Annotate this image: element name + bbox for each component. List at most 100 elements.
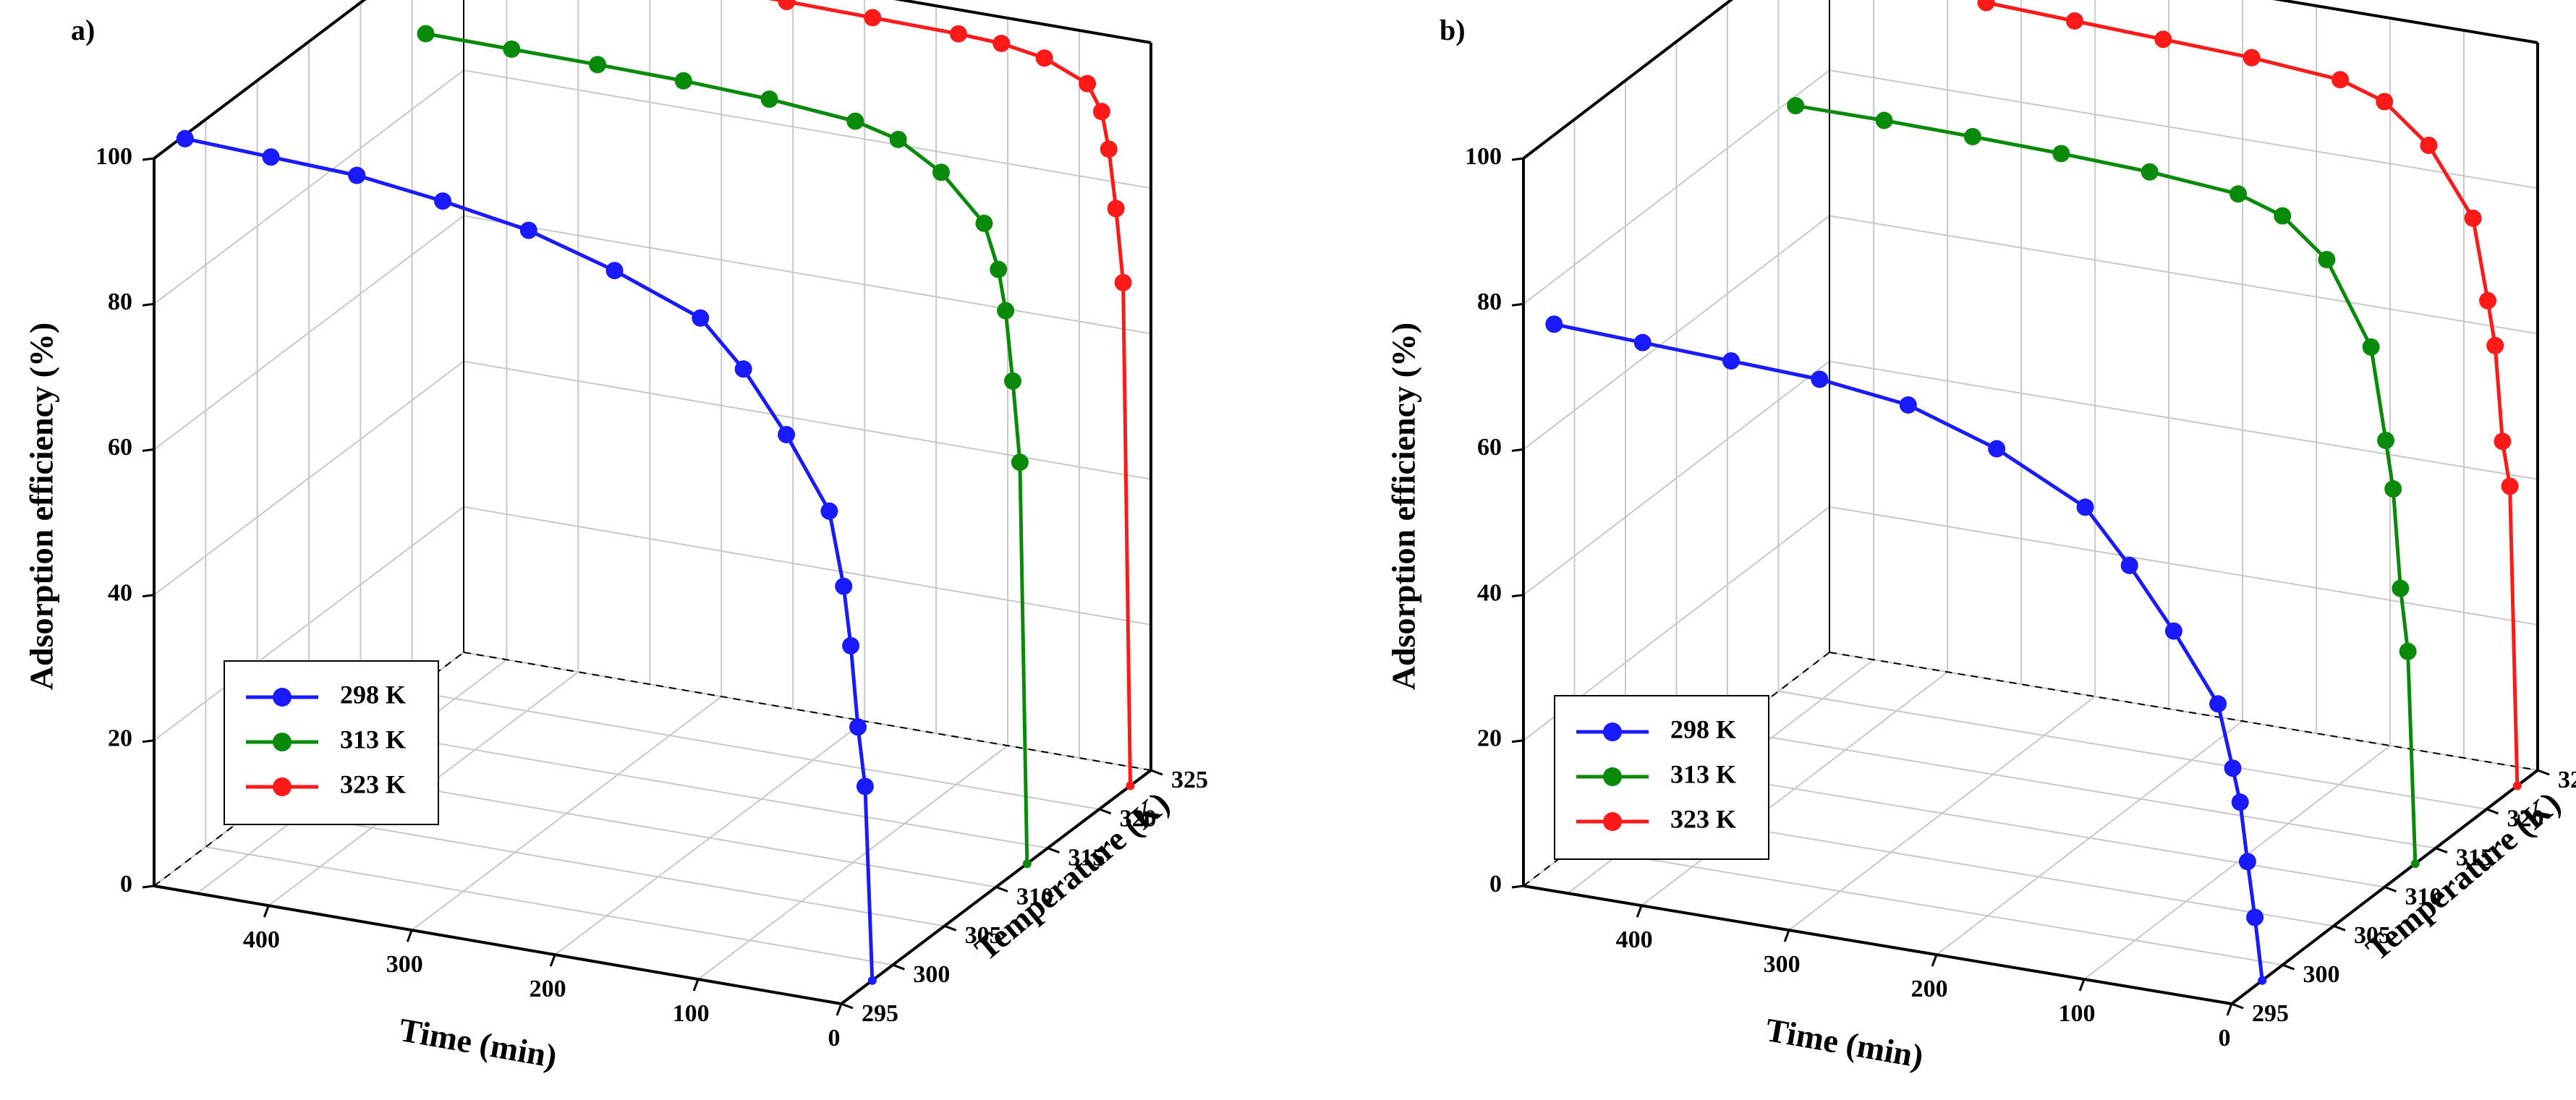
gridline-back-h	[463, 69, 1152, 189]
z-tick-label: 320	[2507, 806, 2544, 832]
data-point	[2231, 793, 2249, 811]
x-tick-label: 400	[243, 926, 280, 953]
x-tick	[1636, 905, 1643, 918]
gridline-back-h	[463, 506, 1152, 626]
gridline-back-h	[463, 360, 1152, 480]
z-tick-label: 305	[2354, 922, 2391, 949]
data-point	[692, 309, 710, 327]
data-point	[674, 72, 692, 90]
series-line	[1795, 103, 2418, 864]
data-point	[2238, 853, 2256, 871]
z-tick	[2231, 1002, 2244, 1010]
data-point	[2065, 12, 2083, 30]
data-point	[2410, 859, 2420, 869]
data-point	[2392, 579, 2410, 597]
z-tick-label: 310	[1016, 883, 1053, 910]
y-tick	[1511, 302, 1524, 307]
y-tick-label: 100	[1465, 143, 1502, 170]
gridline-floor-z	[1574, 846, 2283, 966]
data-point	[842, 636, 860, 655]
data-point	[417, 25, 435, 43]
data-point	[348, 166, 366, 184]
z-tick-label: 320	[1120, 806, 1157, 832]
data-point	[990, 260, 1008, 278]
legend-label: 313 K	[340, 725, 406, 754]
data-point	[992, 35, 1011, 53]
y-tick	[142, 739, 155, 743]
data-point	[2120, 556, 2138, 574]
x-tick-label: 100	[2059, 1000, 2096, 1027]
series-line	[768, 0, 1132, 786]
legend-swatch-marker	[273, 733, 292, 751]
y-tick	[142, 594, 155, 598]
data-point	[1107, 200, 1125, 218]
data-point	[1079, 74, 1097, 93]
data-point	[2501, 477, 2519, 495]
data-point	[778, 0, 796, 11]
data-point	[503, 40, 521, 58]
x-tick	[1783, 929, 1790, 942]
gridline-back-h	[463, 215, 1152, 335]
x-axis-label: Time (min)	[1763, 1011, 1926, 1075]
y-tick	[142, 884, 155, 889]
z-tick	[892, 963, 905, 971]
data-point	[1811, 370, 1829, 388]
data-point	[2420, 136, 2438, 154]
y-axis-label: Adsorption efficiency (%)	[23, 323, 60, 690]
y-tick-label: 20	[1477, 725, 1502, 752]
x-tick-label: 0	[828, 1025, 841, 1052]
data-point	[1126, 781, 1135, 790]
data-point	[434, 192, 452, 210]
gridline-back-h	[1829, 506, 2538, 626]
gridline-floor-z	[257, 807, 945, 927]
legend-swatch-marker	[1603, 767, 1622, 786]
y-tick	[1511, 739, 1524, 743]
z-tick-label: 310	[2405, 883, 2442, 910]
z-tick-label: 315	[2456, 844, 2493, 871]
data-point	[2494, 432, 2512, 451]
data-point	[2052, 145, 2070, 163]
z-tick	[1047, 847, 1060, 854]
x-tick	[2226, 1003, 2233, 1016]
data-point	[867, 976, 877, 985]
data-point	[778, 425, 796, 443]
z-tick	[841, 1002, 854, 1010]
z-tick-label: 325	[1171, 767, 1208, 793]
z-tick-label: 295	[862, 1000, 898, 1027]
y-tick	[1511, 448, 1524, 452]
y-tick-label: 80	[1477, 289, 1502, 315]
data-point	[889, 130, 907, 148]
x-tick	[836, 1003, 843, 1016]
box-top-edge	[153, 0, 367, 160]
panel-label: a)	[71, 14, 95, 46]
legend-label: 298 K	[340, 680, 406, 709]
data-point	[1092, 103, 1110, 121]
y-tick-label: 40	[108, 579, 132, 606]
x-tick-label: 0	[2219, 1025, 2231, 1052]
data-point	[1787, 97, 1805, 115]
z-tick	[2486, 808, 2499, 815]
y-tick-label: 0	[1489, 871, 1502, 898]
box-top-edge	[893, 0, 1152, 44]
box-hidden-edge	[1829, 652, 2538, 771]
y-tick-label: 60	[108, 434, 132, 461]
data-point	[2224, 759, 2242, 777]
panel-label: b)	[1440, 14, 1466, 46]
z-tick	[944, 924, 957, 931]
series-line	[1986, 1, 2520, 786]
data-point	[1977, 0, 1995, 12]
series-line	[1553, 322, 2264, 981]
series-line	[425, 32, 1029, 864]
x-tick	[1931, 954, 1938, 967]
y-tick	[142, 448, 155, 452]
data-point	[2512, 781, 2522, 790]
gridline-floor-z	[463, 652, 1152, 771]
y-tick	[1511, 157, 1524, 161]
data-point	[1004, 372, 1022, 390]
data-point	[2076, 498, 2094, 516]
gridline-floor-z	[205, 846, 893, 966]
data-point	[856, 777, 874, 796]
data-point	[262, 148, 280, 166]
y-tick-label: 0	[120, 871, 132, 898]
data-point	[1022, 859, 1032, 869]
